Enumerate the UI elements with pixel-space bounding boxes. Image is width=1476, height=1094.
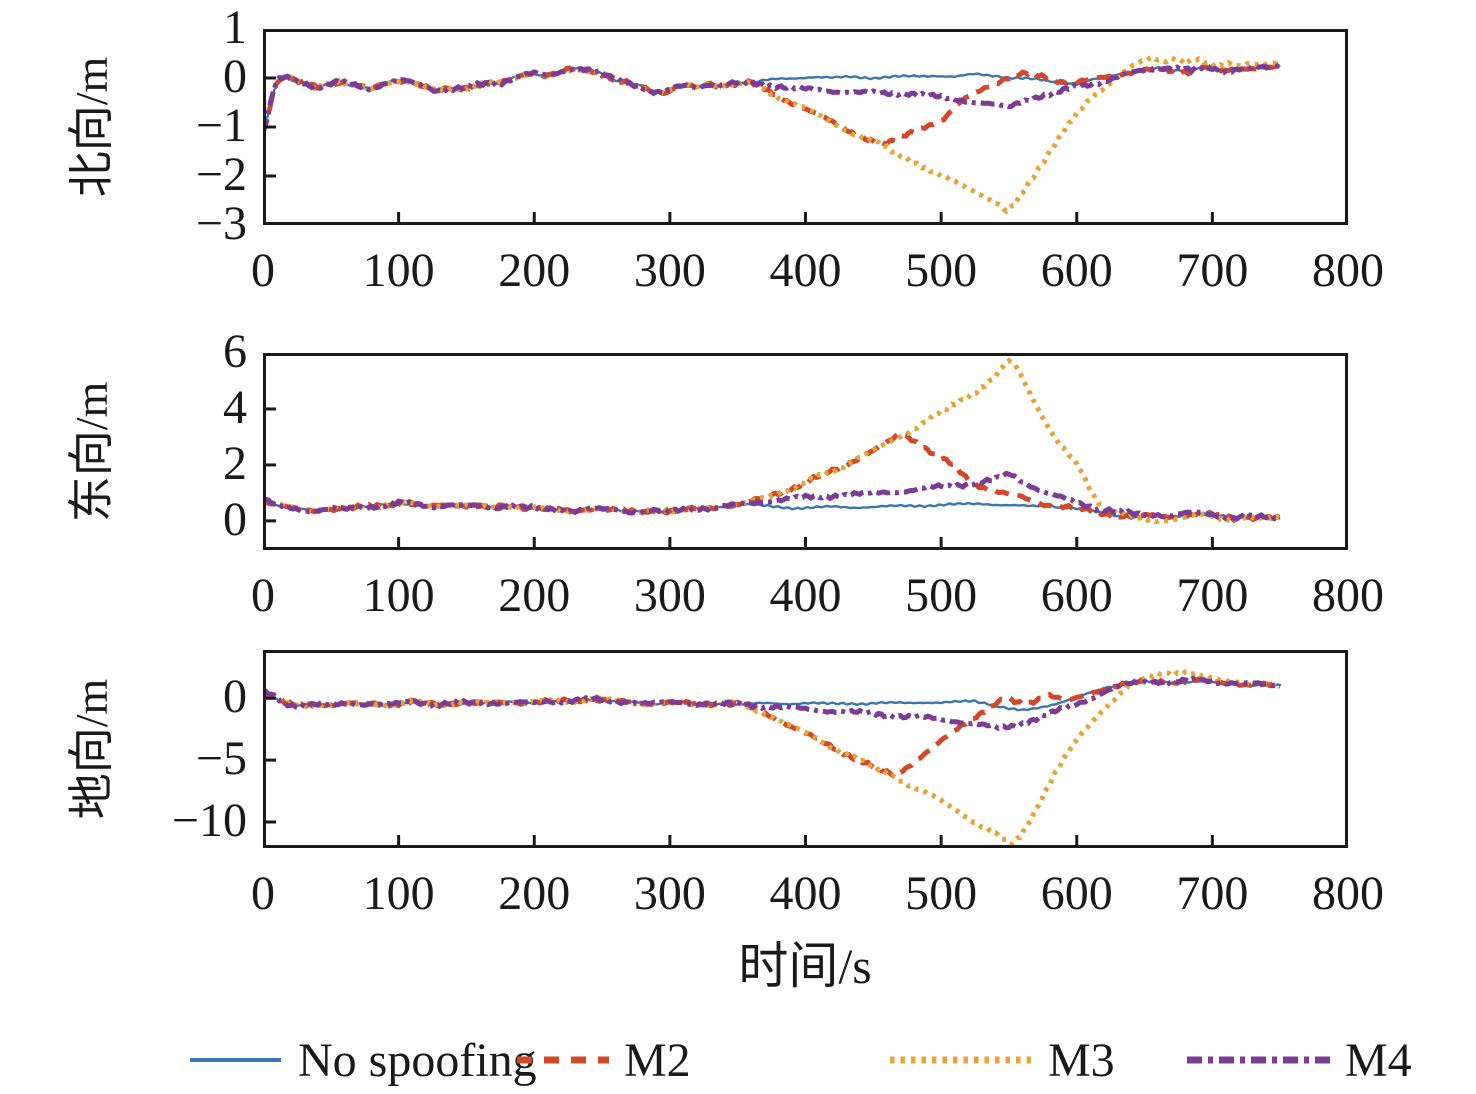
x-tick-label: 400 [769, 867, 842, 920]
x-tick-label: 0 [251, 569, 275, 622]
x-tick-label: 0 [251, 867, 275, 920]
x-tick-label: 500 [905, 244, 978, 297]
y-tick-label: 4 [223, 380, 247, 434]
legend-label-m2: M2 [624, 1034, 691, 1087]
plot-area-north [263, 29, 1348, 225]
x-tick-label: 200 [498, 569, 571, 622]
series-line-m4 [265, 675, 1282, 732]
x-tick-label: 800 [1312, 569, 1384, 622]
x-tick-label: 100 [362, 244, 435, 297]
series-line-m4 [265, 470, 1282, 522]
x-tick-label: 0 [251, 244, 275, 297]
legend-line-sample-m2 [517, 1056, 609, 1064]
y-tick-label: 0 [223, 492, 247, 546]
series-line-m2 [265, 676, 1281, 778]
plot-area-east [263, 353, 1348, 550]
x-tick-label: 700 [1176, 867, 1249, 920]
x-tick-label: 100 [362, 867, 435, 920]
legend-label-m3: M3 [1048, 1034, 1115, 1087]
x-tick-label: 600 [1040, 867, 1113, 920]
x-tick-label: 500 [905, 569, 978, 622]
legend-line-sample-m4 [1187, 1056, 1331, 1064]
x-tick-label: 200 [498, 867, 571, 920]
y-tick-label: −5 [195, 732, 247, 786]
x-axis-label: 时间/s [738, 938, 872, 994]
y-axis-label-north: 北向/m [66, 56, 117, 198]
y-axis-label-east: 东向/m [66, 381, 117, 522]
y-tick-label: 1 [223, 1, 247, 54]
x-tick-label: 100 [362, 569, 435, 622]
axis-border [263, 29, 1348, 225]
plot-area-down [263, 650, 1348, 848]
legend-label-m4: M4 [1345, 1034, 1412, 1087]
y-tick-label: −10 [171, 794, 247, 847]
series-line-m3 [265, 357, 1281, 525]
x-tick-label: 300 [633, 569, 706, 622]
x-tick-label: 600 [1040, 569, 1113, 622]
legend-label-no-spoofing: No spoofing [298, 1034, 537, 1087]
x-tick-label: 400 [769, 244, 842, 297]
y-tick-label: −3 [195, 197, 247, 250]
y-tick-label: 0 [223, 670, 247, 724]
x-tick-label: 200 [498, 244, 571, 297]
y-tick-label: 2 [223, 436, 247, 490]
series-line-m3 [265, 669, 1281, 846]
series-line-m2 [265, 62, 1281, 147]
legend-line-sample-no-spoofing [190, 1058, 281, 1062]
x-tick-label: 800 [1312, 244, 1384, 297]
x-tick-label: 700 [1176, 244, 1249, 297]
x-tick-label: 300 [633, 244, 706, 297]
x-tick-label: 400 [769, 569, 842, 622]
legend-line-sample-m3 [890, 1056, 1036, 1064]
axis-border [263, 353, 1348, 550]
x-tick-label: 600 [1040, 244, 1113, 297]
series-line-m4 [265, 61, 1281, 134]
x-tick-label: 300 [633, 867, 706, 920]
y-tick-label: −2 [195, 148, 247, 201]
axis-border [263, 650, 1348, 848]
x-tick-label: 800 [1312, 867, 1384, 920]
y-axis-label-down: 地向/m [66, 678, 117, 820]
x-tick-label: 500 [905, 867, 978, 920]
y-tick-label: 6 [223, 325, 247, 378]
x-tick-label: 700 [1176, 569, 1249, 622]
y-tick-label: 0 [223, 50, 247, 103]
y-tick-label: −1 [195, 99, 247, 152]
